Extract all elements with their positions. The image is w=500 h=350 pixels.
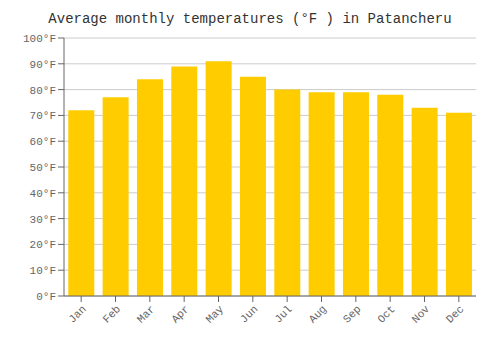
svg-text:10°F: 10°F	[30, 265, 56, 277]
svg-text:Aug: Aug	[307, 303, 329, 325]
svg-text:Mar: Mar	[135, 303, 157, 325]
svg-text:70°F: 70°F	[30, 110, 56, 122]
svg-text:Dec: Dec	[444, 303, 466, 325]
svg-text:Jun: Jun	[238, 303, 260, 325]
svg-text:80°F: 80°F	[30, 85, 56, 97]
svg-text:50°F: 50°F	[30, 162, 56, 174]
html-text:Average monthly temperatures (: Average monthly temperatures (°F ) in Pa…	[48, 11, 452, 27]
svg-text:May: May	[204, 303, 227, 326]
svg-text:Feb: Feb	[101, 303, 123, 325]
svg-text:Apr: Apr	[169, 303, 191, 325]
svg-text:30°F: 30°F	[30, 214, 56, 226]
svg-text:20°F: 20°F	[30, 239, 56, 251]
svg-text:60°F: 60°F	[30, 136, 56, 148]
svg-text:40°F: 40°F	[30, 188, 56, 200]
svg-text:Jan: Jan	[66, 303, 88, 325]
svg-text:0°F: 0°F	[36, 291, 56, 303]
svg-text:Sep: Sep	[341, 303, 363, 325]
svg-text:Nov: Nov	[410, 303, 433, 326]
svg-text:100°F: 100°F	[23, 33, 56, 45]
svg-text:90°F: 90°F	[30, 59, 56, 71]
svg-text:Jul: Jul	[272, 303, 294, 325]
svg-text:Oct: Oct	[375, 303, 397, 325]
